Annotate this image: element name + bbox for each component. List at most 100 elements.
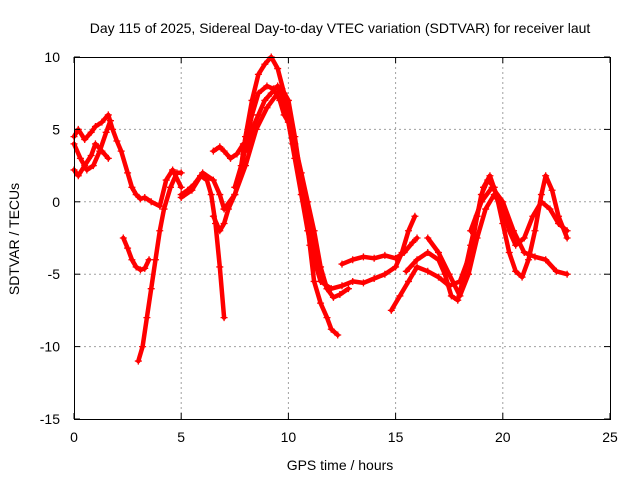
data-point-marker (349, 277, 357, 285)
data-point-marker (274, 65, 282, 73)
data-point-marker (102, 128, 110, 136)
data-point-marker (132, 191, 140, 199)
data-point-marker (278, 85, 286, 93)
data-point-marker (563, 270, 571, 278)
data-point-marker (119, 234, 127, 242)
data-point-marker (261, 60, 269, 68)
data-point-marker (254, 111, 262, 119)
data-point-marker (381, 270, 389, 278)
data-point-marker (162, 176, 170, 184)
series-line (232, 54, 351, 300)
data-point-marker (209, 212, 217, 220)
data-point-marker (499, 198, 507, 206)
data-point-marker (297, 176, 305, 184)
data-point-marker (464, 270, 472, 278)
data-point-marker (467, 227, 475, 235)
data-point-marker (220, 147, 228, 155)
data-point-marker (145, 256, 153, 264)
data-point-marker (199, 169, 207, 177)
data-point-marker (96, 147, 104, 155)
data-point-marker (434, 248, 442, 256)
data-point-marker (132, 263, 140, 271)
series-arc-5 (134, 169, 185, 365)
data-point-marker (338, 282, 346, 290)
data-point-marker (207, 191, 215, 199)
data-point-marker (263, 82, 271, 90)
data-point-marker (177, 193, 185, 201)
ticks: 0 5 10 15 20 25 -15 -10 -5 0 5 10 (40, 49, 618, 445)
data-point-marker (124, 169, 132, 177)
data-point-marker (520, 248, 528, 256)
data-point-marker (160, 205, 168, 213)
y-tick-label: 10 (44, 49, 60, 65)
data-point-marker (177, 169, 185, 177)
data-point-marker (83, 166, 91, 174)
data-point-marker (552, 267, 560, 275)
data-point-marker (143, 314, 151, 322)
data-point-marker (151, 256, 159, 264)
series-arc-11 (242, 82, 419, 293)
data-point-marker (87, 128, 95, 136)
data-point-marker (404, 277, 412, 285)
data-point-marker (233, 150, 241, 158)
data-point-marker (141, 193, 149, 201)
x-tick-label: 25 (602, 429, 618, 445)
data-point-marker (323, 285, 331, 293)
data-point-marker (456, 292, 464, 300)
data-point-marker (531, 253, 539, 261)
data-point-marker (113, 137, 121, 145)
data-point-marker (166, 183, 174, 191)
series-arc-12 (220, 85, 331, 293)
data-point-marker (424, 267, 432, 275)
data-point-marker (220, 314, 228, 322)
data-point-marker (488, 183, 496, 191)
series-arc-8 (209, 140, 247, 162)
data-point-marker (124, 244, 132, 252)
data-point-marker (310, 277, 318, 285)
data-point-marker (91, 123, 99, 131)
data-point-marker (400, 248, 408, 256)
x-tick-label: 10 (281, 429, 297, 445)
data-point-marker (518, 273, 526, 281)
data-point-marker (387, 306, 395, 314)
data-point-marker (91, 140, 99, 148)
data-point-marker (81, 136, 89, 144)
data-point-marker (254, 70, 262, 78)
series-line (404, 173, 570, 303)
data-point-marker (252, 125, 260, 133)
data-point-marker (411, 212, 419, 220)
data-point-marker (512, 241, 520, 249)
data-point-marker (117, 147, 125, 155)
data-point-marker (537, 191, 545, 199)
data-point-marker (512, 267, 520, 275)
x-tick-label: 15 (388, 429, 404, 445)
data-point-marker (329, 293, 337, 301)
data-point-marker (136, 195, 144, 203)
data-point-marker (209, 176, 217, 184)
data-point-marker (531, 227, 539, 235)
data-point-marker (327, 325, 335, 333)
data-point-marker (486, 172, 494, 180)
y-axis-label: SDTVAR / TECUs (6, 183, 22, 295)
data-point-marker (359, 253, 367, 261)
data-point-marker (473, 234, 481, 242)
data-point-marker (209, 147, 217, 155)
data-point-marker (147, 198, 155, 206)
data-point-marker (74, 172, 82, 180)
data-point-marker (134, 357, 142, 365)
data-point-marker (402, 267, 410, 275)
data-point-marker (216, 263, 224, 271)
data-point-marker (261, 96, 269, 104)
data-point-marker (87, 151, 95, 159)
data-point-marker (323, 314, 331, 322)
data-point-marker (413, 263, 421, 271)
series-arc-17 (467, 183, 571, 278)
data-point-marker (396, 292, 404, 300)
data-point-marker (291, 133, 299, 141)
series-line (211, 141, 246, 161)
data-point-marker (76, 154, 84, 162)
series-arc-4 (119, 234, 153, 274)
data-point-marker (546, 205, 554, 213)
data-point-marker (482, 205, 490, 213)
data-point-marker (344, 285, 352, 293)
